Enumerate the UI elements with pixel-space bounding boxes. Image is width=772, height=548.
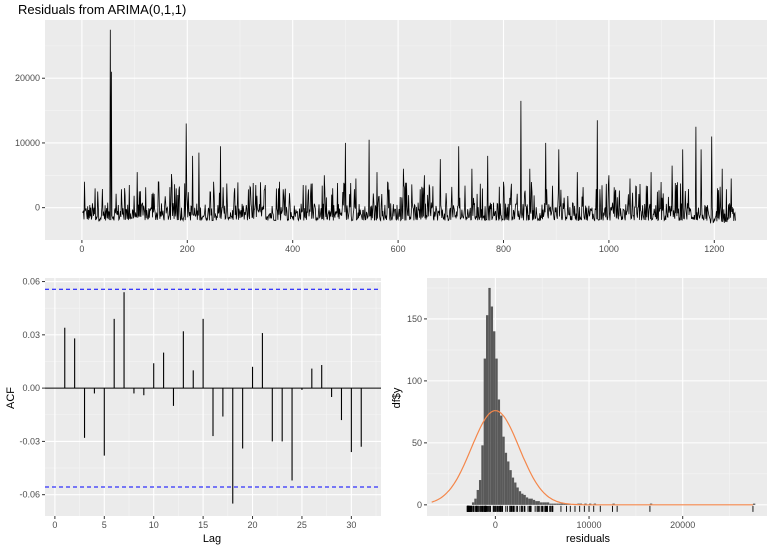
x-tick-label: 10	[149, 520, 159, 530]
x-tick-label: 30	[346, 520, 356, 530]
y-tick-label: 0.06	[22, 277, 40, 287]
histogram-bar	[558, 503, 561, 505]
normal-density-curve	[431, 410, 753, 506]
histogram-bar	[752, 503, 756, 505]
histogram-bar	[504, 452, 508, 505]
histogram-bar	[514, 482, 517, 505]
x-tick-label: 0	[493, 520, 498, 530]
x-tick-label: 15	[198, 520, 208, 530]
y-tick-label: -0.06	[19, 490, 40, 500]
histogram-bar	[500, 415, 503, 505]
histogram-bar	[481, 445, 484, 505]
histogram-bar	[493, 331, 496, 505]
histogram-bar	[549, 503, 552, 505]
histogram-bar	[516, 487, 519, 505]
x-tick-label: 0	[52, 520, 57, 530]
histogram-bar	[525, 497, 529, 505]
histogram-bar	[488, 287, 491, 505]
acf-y-axis-title: ACF	[5, 387, 17, 409]
histogram-bar	[546, 502, 550, 505]
residual-series-line	[82, 29, 736, 224]
y-tick-label: 0.00	[22, 383, 40, 393]
y-tick-label: 0	[35, 203, 40, 213]
residual-histogram-panel: 0 10000 20000 0 50 100 150	[407, 278, 767, 530]
histogram-bar	[490, 306, 494, 505]
histogram-bar	[523, 494, 526, 505]
y-tick-label: 50	[412, 438, 422, 448]
y-tick-label: -0.03	[19, 436, 40, 446]
histogram-bar	[483, 358, 487, 505]
histogram-bar	[560, 503, 564, 505]
x-tick-label: 200	[180, 244, 195, 254]
histogram-bar	[507, 461, 510, 505]
x-tick-label: 25	[297, 520, 307, 530]
x-tick-label: 800	[496, 244, 511, 254]
histogram-bar	[478, 480, 482, 505]
histogram-bar	[502, 436, 505, 505]
histogram-bar	[537, 501, 540, 505]
histogram-bar	[476, 489, 479, 505]
x-tick-label: 20000	[670, 520, 695, 530]
histogram-bar	[495, 358, 498, 505]
histogram-bar	[539, 502, 543, 505]
y-tick-label: 10000	[15, 138, 40, 148]
x-tick-label: 1000	[599, 244, 619, 254]
histogram-bar	[556, 503, 559, 505]
y-tick-label: 0.03	[22, 330, 40, 340]
histogram-bar	[532, 499, 536, 505]
x-tick-label: 20	[248, 520, 258, 530]
histogram-bar	[474, 498, 477, 505]
y-tick-label: 0	[417, 500, 422, 510]
y-tick-label: 100	[407, 376, 422, 386]
histogram-bar	[563, 503, 566, 505]
y-tick-label: 150	[407, 314, 422, 324]
chart-title: Residuals from ARIMA(0,1,1)	[18, 2, 186, 17]
histogram-bar	[511, 477, 515, 505]
histogram-bar	[471, 502, 475, 505]
acf-panel: 0 5 10 15 20 25 30 -0.06 -0.03 0.00 0.03 0.06	[19, 277, 381, 530]
y-tick-label: 20000	[15, 73, 40, 83]
residual-time-series-panel: 0 200 400 600 800 1000 1200 0 10000 20000	[15, 20, 767, 254]
histogram-bar	[509, 470, 512, 505]
x-tick-label: 0	[79, 244, 84, 254]
histogram-x-axis-title: residuals	[566, 533, 611, 545]
x-tick-label: 600	[391, 244, 406, 254]
x-tick-label: 10000	[577, 520, 602, 530]
histogram-bar	[528, 498, 531, 505]
histogram-bar	[551, 503, 554, 505]
histogram-bar	[521, 493, 524, 505]
histogram-bar	[544, 502, 547, 505]
histogram-bar	[486, 315, 489, 505]
acf-x-axis-title: Lag	[203, 533, 221, 545]
histogram-bar	[553, 503, 557, 505]
histogram-bar	[542, 502, 545, 505]
histogram-bar	[497, 399, 501, 505]
panel-background	[427, 278, 767, 516]
histogram-y-axis-title: df$y	[391, 387, 403, 408]
x-tick-label: 400	[285, 244, 300, 254]
x-tick-label: 5	[102, 520, 107, 530]
histogram-bar	[535, 501, 538, 505]
histogram-bar	[518, 491, 522, 505]
x-tick-label: 1200	[704, 244, 724, 254]
histogram-bar	[530, 498, 533, 505]
